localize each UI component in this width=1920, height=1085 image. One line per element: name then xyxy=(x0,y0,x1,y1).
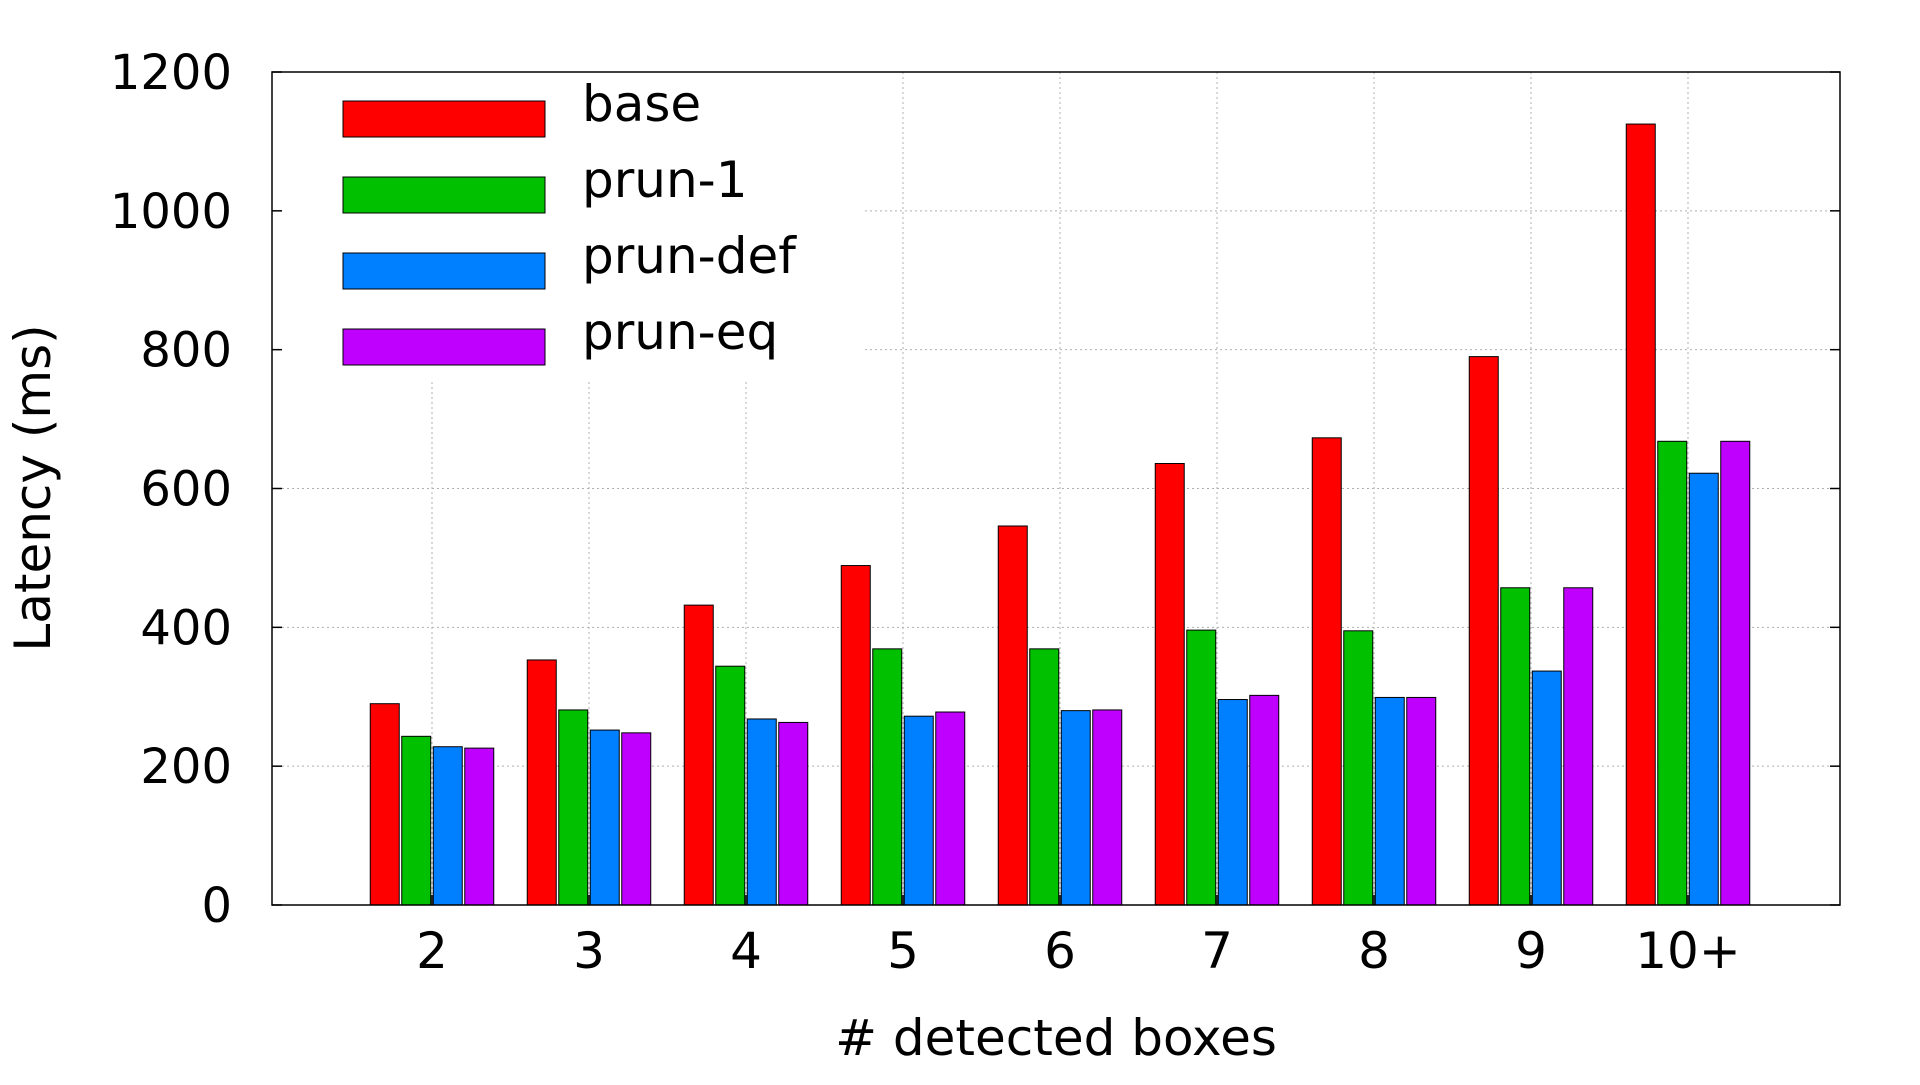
bar-prun-def-9 xyxy=(1531,670,1562,906)
bar-prun-eq-10+ xyxy=(1720,440,1751,906)
y-tick-label: 1000 xyxy=(110,184,232,240)
bar-prun-1-6 xyxy=(1029,648,1060,906)
bar-base-10+ xyxy=(1625,123,1656,906)
bar-base-9 xyxy=(1468,356,1499,906)
bar-prun-1-3 xyxy=(558,709,589,906)
bar-prun-1-10+ xyxy=(1657,440,1688,906)
x-tick-label: 9 xyxy=(1515,922,1547,980)
x-axis-label: # detected boxes xyxy=(835,1009,1277,1067)
bar-base-7 xyxy=(1154,463,1185,906)
bar-base-2 xyxy=(369,703,400,906)
bar-prun-1-2 xyxy=(401,735,432,906)
legend-swatch-prun-def xyxy=(342,252,546,290)
bar-prun-eq-2 xyxy=(464,747,495,906)
bar-prun-def-5 xyxy=(903,715,934,906)
legend-swatch-prun-eq xyxy=(342,328,546,366)
y-axis-label: Latency (ms) xyxy=(4,324,62,651)
x-tick-label: 3 xyxy=(573,922,605,980)
bar-prun-def-3 xyxy=(589,729,620,906)
y-axis-ticks: 0 200 400 600 800 1000 1200 xyxy=(110,45,1840,934)
x-tick-label: 5 xyxy=(887,922,919,980)
bar-base-3 xyxy=(526,659,557,906)
y-tick-label: 200 xyxy=(140,739,232,795)
bars xyxy=(369,123,1751,906)
bar-prun-eq-7 xyxy=(1249,694,1280,906)
bar-prun-1-7 xyxy=(1186,629,1217,906)
legend-label-prun-eq: prun-eq xyxy=(582,303,778,361)
bar-prun-def-10+ xyxy=(1688,472,1719,906)
y-tick-label: 0 xyxy=(201,878,232,934)
bar-prun-1-5 xyxy=(872,648,903,906)
x-tick-label: 4 xyxy=(730,922,762,980)
bar-prun-eq-4 xyxy=(778,721,809,906)
bar-prun-eq-6 xyxy=(1092,709,1123,906)
bar-prun-eq-8 xyxy=(1406,696,1437,906)
bar-prun-def-4 xyxy=(746,718,777,906)
y-tick-label: 400 xyxy=(140,600,232,656)
bar-base-6 xyxy=(997,525,1028,906)
bar-base-8 xyxy=(1311,437,1342,906)
bar-prun-def-2 xyxy=(432,746,463,906)
bar-prun-1-9 xyxy=(1500,587,1531,906)
legend-swatch-base xyxy=(342,100,546,138)
bar-prun-def-6 xyxy=(1060,710,1091,906)
legend-label-prun-1: prun-1 xyxy=(582,151,748,209)
x-tick-label: 2 xyxy=(416,922,448,980)
legend-swatch-prun-1 xyxy=(342,176,546,214)
y-tick-label: 600 xyxy=(140,462,232,518)
bar-prun-1-4 xyxy=(715,665,746,906)
x-tick-label: 7 xyxy=(1201,922,1233,980)
x-axis-ticks: 2 3 4 5 6 7 8 9 10+ xyxy=(416,895,1741,980)
bar-prun-def-7 xyxy=(1217,699,1248,906)
legend-label-prun-def: prun-def xyxy=(582,227,797,285)
legend: base prun-1 prun-def prun-eq xyxy=(342,75,797,366)
x-tick-label: 8 xyxy=(1358,922,1390,980)
bar-prun-eq-5 xyxy=(935,711,966,906)
y-tick-label: 800 xyxy=(140,323,232,379)
legend-label-base: base xyxy=(582,75,701,133)
x-tick-label: 10+ xyxy=(1635,922,1741,980)
bar-prun-def-8 xyxy=(1374,696,1405,906)
bar-prun-eq-3 xyxy=(621,732,652,906)
x-tick-label: 6 xyxy=(1044,922,1076,980)
y-tick-label: 1200 xyxy=(110,45,232,101)
bar-base-4 xyxy=(683,604,714,906)
bar-prun-eq-9 xyxy=(1563,587,1594,906)
bar-base-5 xyxy=(840,565,871,906)
bar-prun-1-8 xyxy=(1343,630,1374,906)
